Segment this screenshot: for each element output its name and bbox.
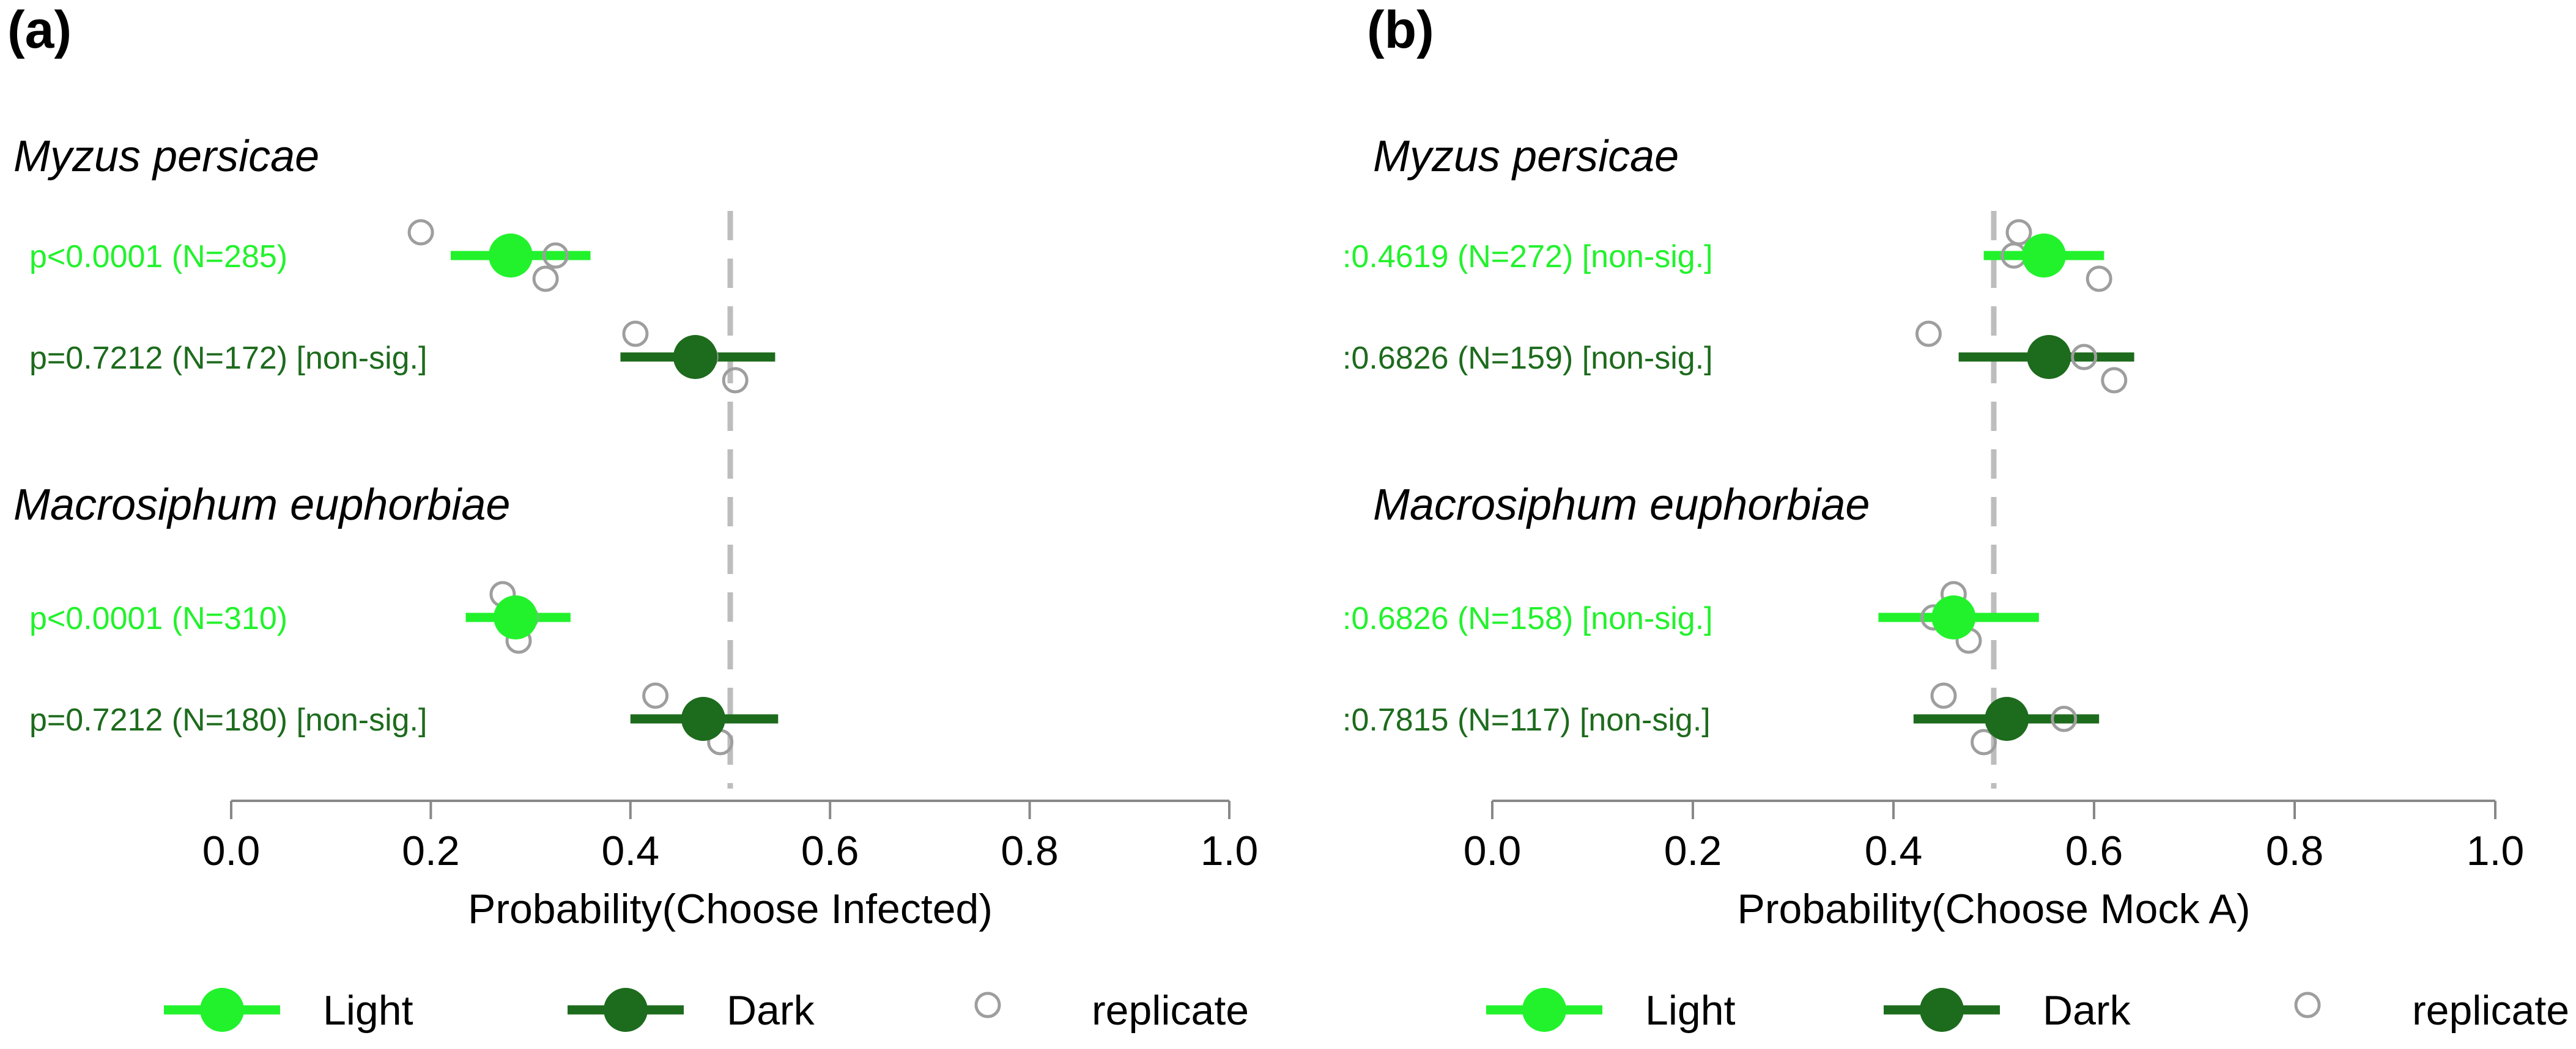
replicate-point bbox=[1930, 682, 1957, 709]
replicate-point bbox=[532, 265, 559, 292]
x-axis-label: Probability(Choose Mock A) bbox=[1737, 886, 2250, 932]
replicate-point bbox=[2086, 265, 2112, 292]
mean-point bbox=[1985, 697, 2029, 741]
panel-b: (b) 0.0 0.2 0.4 0.6 0.8 1.0 Probability(Choose … bbox=[1342, 1, 2524, 932]
replicate-point bbox=[2071, 344, 2098, 370]
replicate-point bbox=[407, 219, 434, 246]
species-title: Myzus persicae bbox=[1373, 132, 1679, 181]
replicate-point bbox=[2005, 219, 2032, 246]
row-stat-label: p<0.0001 (N=310) bbox=[29, 601, 287, 636]
row-stat-label: :0.6826 (N=159) [non-sig.] bbox=[1342, 340, 1713, 376]
mean-point bbox=[673, 335, 717, 379]
legend-light-marker bbox=[1522, 988, 1566, 1032]
x-tick-label: 0.6 bbox=[2065, 828, 2123, 874]
row-stat-label: :0.4619 (N=272) [non-sig.] bbox=[1342, 239, 1713, 274]
x-axis-label: Probability(Choose Infected) bbox=[468, 886, 993, 932]
replicate-point bbox=[2051, 705, 2078, 732]
replicate-point bbox=[1915, 320, 1942, 347]
x-tick-label: 1.0 bbox=[1201, 828, 1259, 874]
x-tick-label: 0.8 bbox=[1001, 828, 1059, 874]
row-stat-label: p=0.7212 (N=172) [non-sig.] bbox=[29, 340, 427, 376]
replicate-point bbox=[722, 367, 749, 394]
x-tick-label: 0.0 bbox=[1464, 828, 1522, 874]
replicate-point bbox=[622, 320, 649, 347]
panel-label: (b) bbox=[1367, 1, 1434, 59]
legend-light-label: Light bbox=[323, 987, 413, 1034]
replicate-point bbox=[542, 242, 569, 269]
x-tick-label: 0.0 bbox=[202, 828, 261, 874]
species-title: Myzus persicae bbox=[13, 132, 319, 181]
mean-point bbox=[494, 595, 538, 639]
legend: Light Dark replicate bbox=[164, 987, 1249, 1034]
legend-dark-marker bbox=[1920, 988, 1964, 1032]
row-stat-label: p=0.7212 (N=180) [non-sig.] bbox=[29, 702, 427, 738]
x-tick-label: 0.8 bbox=[2266, 828, 2324, 874]
replicate-point bbox=[1971, 729, 1997, 756]
x-tick-label: 1.0 bbox=[2467, 828, 2525, 874]
x-tick-label: 0.2 bbox=[402, 828, 460, 874]
replicate-point bbox=[2101, 367, 2128, 394]
mean-point bbox=[488, 234, 533, 278]
species-title: Macrosiphum euphorbiae bbox=[13, 480, 510, 529]
legend-dark-label: Dark bbox=[727, 987, 815, 1034]
legend-dark-label: Dark bbox=[2043, 987, 2131, 1034]
mean-point bbox=[2027, 335, 2071, 379]
mean-point bbox=[681, 697, 725, 741]
panel-label: (a) bbox=[7, 1, 72, 59]
species-title: Macrosiphum euphorbiae bbox=[1373, 480, 1870, 529]
row-stat-label: :0.6826 (N=158) [non-sig.] bbox=[1342, 601, 1713, 636]
x-tick-label: 0.2 bbox=[1664, 828, 1722, 874]
legend-replicate-label: replicate bbox=[2412, 987, 2569, 1034]
replicate-point bbox=[642, 682, 669, 709]
legend: Light Dark replicate bbox=[1486, 987, 2569, 1034]
row-stat-label: :0.7815 (N=117) [non-sig.] bbox=[1342, 702, 1711, 738]
x-tick-label: 0.4 bbox=[1865, 828, 1923, 874]
legend-replicate-label: replicate bbox=[1092, 987, 1249, 1034]
row-stat-label: p<0.0001 (N=285) bbox=[29, 239, 287, 274]
legend-replicate-marker bbox=[2294, 992, 2321, 1018]
x-tick-label: 0.4 bbox=[602, 828, 660, 874]
panel-a: (a) 0.0 0.2 0.4 0.6 0.8 1.0 Probability(Choose … bbox=[7, 1, 1258, 932]
mean-point bbox=[2022, 234, 2066, 278]
legend-light-marker bbox=[200, 988, 244, 1032]
x-tick-label: 0.6 bbox=[801, 828, 859, 874]
legend-light-label: Light bbox=[1645, 987, 1736, 1034]
legend-dark-marker bbox=[604, 988, 648, 1032]
mean-point bbox=[1931, 595, 1976, 639]
legend-replicate-marker bbox=[974, 992, 1001, 1018]
